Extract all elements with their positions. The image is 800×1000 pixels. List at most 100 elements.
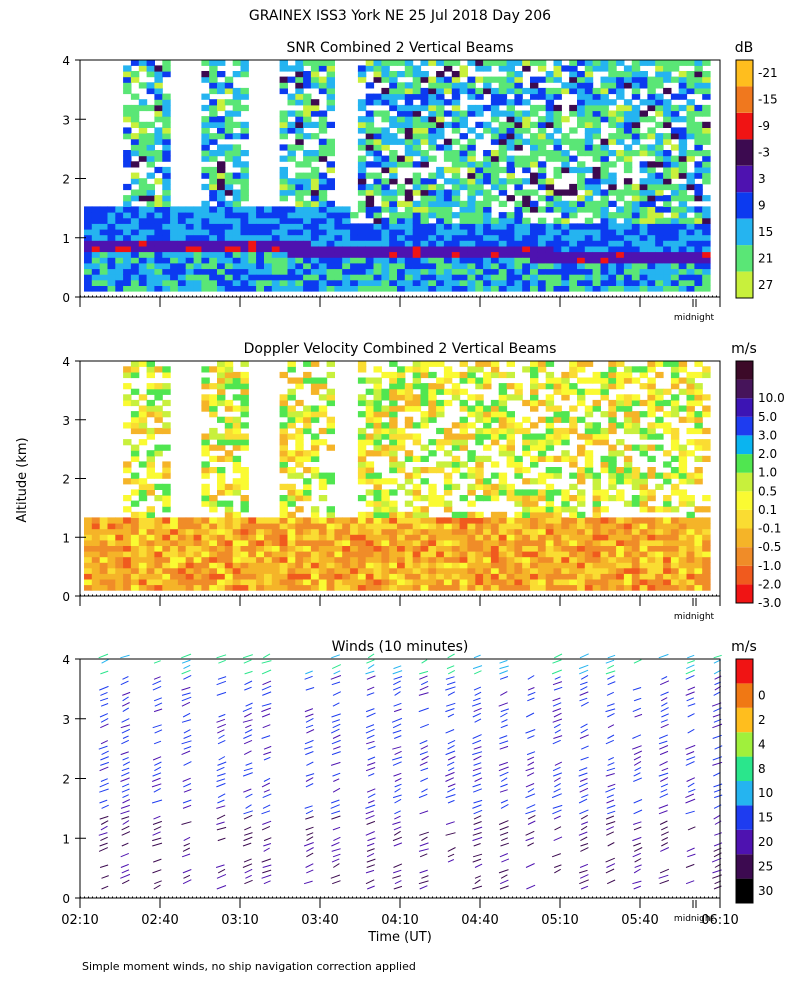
heatmap-cell [177,268,187,275]
heatmap-cell [530,517,539,524]
heatmap-cell [91,206,101,213]
heatmap-cell [224,212,234,219]
heatmap-cell [264,262,273,270]
heatmap-cell [279,584,288,591]
heatmap-cell [678,573,688,580]
heatmap-cell [600,212,609,219]
heatmap-cell [428,388,437,395]
heatmap-cell [162,150,171,157]
heatmap-cell [201,229,210,236]
heatmap-cell [631,467,641,474]
heatmap-cell [342,274,351,281]
heatmap-cell [639,116,648,123]
heatmap-cell [381,87,390,95]
heatmap-cell [193,523,202,530]
heatmap-cell [678,539,688,546]
heatmap-cell [647,411,656,418]
heatmap-cell [702,528,711,535]
heatmap-cell [381,411,390,418]
heatmap-cell [357,285,367,292]
heatmap-cell [561,539,570,546]
heatmap-cell [569,461,578,468]
heatmap-cell [334,212,343,219]
heatmap-cell [670,116,680,123]
heatmap-cell [373,71,382,78]
heatmap-cell [584,150,594,157]
heatmap-cell [287,517,296,524]
heatmap-cell [451,195,461,202]
heatmap-cell [162,562,171,569]
heatmap-cell [428,195,437,202]
heatmap-cell [545,268,555,275]
heatmap-cell [428,172,437,179]
heatmap-cell [404,539,414,546]
heatmap-cell [365,416,375,423]
heatmap-cell [107,245,116,253]
wind-barb [100,670,109,675]
heatmap-cell [686,285,695,292]
heatmap-cell [647,455,656,462]
heatmap-cell [146,433,155,440]
heatmap-cell [99,567,109,574]
heatmap-cell [381,76,390,83]
heatmap-cell [326,161,335,168]
heatmap-cell [655,133,664,140]
heatmap-cell [365,59,375,66]
heatmap-cell [232,172,242,179]
heatmap-cell [459,422,468,429]
heatmap-cell [569,223,578,230]
heatmap-cell [326,166,335,174]
wind-barb [181,659,191,664]
heatmap-cell [663,517,672,524]
heatmap-cell [256,251,265,258]
wind-barb [472,885,483,890]
heatmap-cell [365,551,375,558]
heatmap-cell [592,483,601,490]
heatmap-cell [608,178,617,185]
heatmap-cell [694,127,703,134]
heatmap-cell [639,472,648,479]
heatmap-cell [569,567,578,574]
heatmap-cell [420,279,429,286]
wind-barb [121,869,130,874]
heatmap-cell [381,206,390,213]
heatmap-cell [702,234,711,241]
heatmap-cell [702,71,711,78]
heatmap-cell [702,257,711,264]
heatmap-cell [138,138,148,145]
heatmap-cell [84,206,93,213]
heatmap-cell [530,133,539,140]
heatmap-cell [146,195,155,202]
wind-barb [306,761,314,766]
heatmap-cell [694,110,703,117]
heatmap-cell [365,584,375,591]
heatmap-cell [670,76,680,83]
heatmap-cell [678,285,688,292]
heatmap-cell [647,567,656,574]
heatmap-cell [295,495,304,502]
heatmap-cell [303,556,312,563]
heatmap-cell [498,223,508,230]
wind-barb [304,675,313,680]
heatmap-cell [451,59,461,66]
heatmap-cell [99,245,109,253]
heatmap-cell [475,104,484,112]
heatmap-cell [185,245,195,253]
heatmap-cell [357,399,367,407]
heatmap-cell [459,257,468,264]
heatmap-cell [318,562,328,569]
heatmap-cell [498,478,508,485]
heatmap-cell [381,71,390,78]
heatmap-cell [584,251,594,258]
heatmap-cell [162,133,171,140]
heatmap-cell [170,578,179,586]
heatmap-cell [256,245,265,253]
heatmap-cell [381,110,390,117]
heatmap-cell [584,217,594,224]
heatmap-cell [162,388,171,395]
heatmap-cell [412,133,422,140]
heatmap-cell [483,189,492,196]
heatmap-cell [490,138,500,145]
heatmap-cell [404,133,414,140]
heatmap-cell [702,161,711,168]
